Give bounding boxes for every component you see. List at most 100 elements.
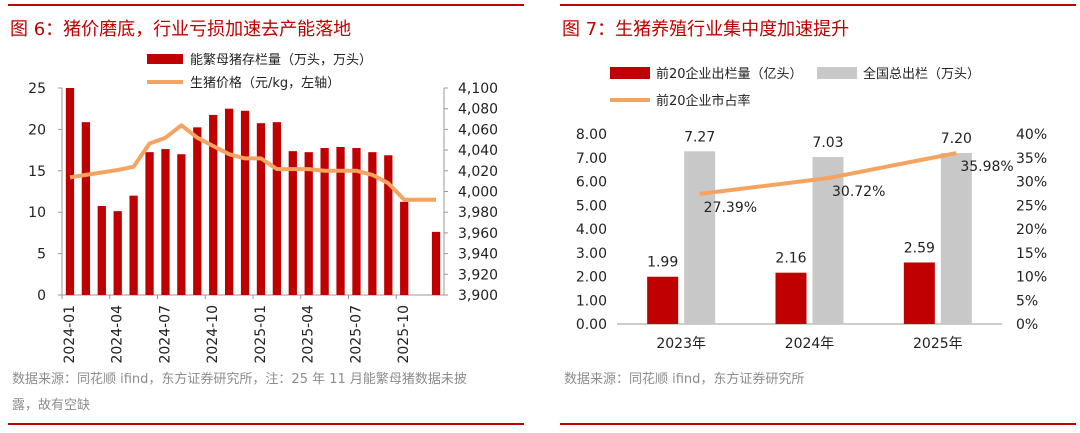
left-axis-tick-label: 15 [28,164,46,180]
x-axis-tick-label: 2024-01 [62,305,78,364]
right-axis-tick-label: 4,080 [458,102,498,118]
left-axis-tick-label: 2.00 [576,270,607,286]
left-axis-tick-label: 6.00 [576,175,607,191]
sow-inventory-bar [256,123,266,295]
legend-swatch-sow-inventory [147,54,183,64]
right-axis-tick-label: 30% [1016,175,1047,191]
right-axis-tick-label: 3,900 [458,288,498,304]
sow-inventory-bar [193,127,202,295]
right-axis-tick-label: 25% [1016,198,1047,214]
right-axis-tick-label: 4,040 [458,143,498,159]
sow-inventory-bar [304,152,313,295]
x-axis-tick-label: 2024-07 [157,305,173,364]
sow-inventory-bar [272,122,282,295]
left-source-line1: 数据来源：同花顺 ifind，东方证券研究所，注：25 年 11 月能繁母猪数据… [12,372,467,387]
sow-inventory-bar [368,152,377,295]
sow-inventory-bar [113,211,122,295]
sow-inventory-bar [240,110,250,296]
x-axis-category-label: 2024年 [785,336,835,352]
sow-inventory-bar [209,114,218,295]
right-chart-panel: 图 7：生猪养殖行业集中度加速提升 0.00 1.00 2.00 3.00 4.00 5.… [552,0,1080,433]
left-axis-tick-label: 0.00 [576,317,607,333]
right-axis-tick-label: 15% [1016,246,1047,262]
legend-swatch-top20-output [610,67,650,79]
sow-inventory-bar [400,201,409,295]
left-top-rule [8,4,524,6]
sow-inventory-bar [288,151,297,295]
sow-inventory-bar [352,148,361,295]
right-bottom-rule [560,423,1076,425]
national-output-bar [684,151,716,324]
right-chart-title: 图 7：生猪养殖行业集中度加速提升 [562,19,850,40]
market-share-data-label: 30.72% [832,184,885,200]
x-axis-category-label: 2025年 [913,336,963,352]
left-axis-tick-label: 25 [28,81,46,97]
left-bottom-rule [8,423,524,425]
left-axis-tick-label: 10 [28,205,46,221]
sow-inventory-bar [81,122,91,295]
left-axis-tick-label: 0 [37,288,46,304]
right-chart-svg: 0.00 1.00 2.00 3.00 4.00 5.00 6.00 7.00 8.00 0% 5%… [576,66,1047,352]
top20-output-bar [647,276,679,324]
right-axis-tick-label: 3,960 [458,226,498,242]
sow-inventory-bar [97,205,106,295]
sow-inventory-bar [129,195,138,295]
right-source-line1: 数据来源：同花顺 ifind，东方证券研究所 [564,372,805,387]
left-axis-tick-label: 8.00 [576,127,607,143]
right-axis-tick-label: 4,100 [458,81,498,97]
right-axis-tick-label: 10% [1016,270,1047,286]
left-axis-tick-label: 5.00 [576,198,607,214]
left-chart-title: 图 6：猪价磨底，行业亏损加速去产能落地 [10,19,352,40]
market-share-data-label: 35.98% [960,159,1013,175]
top20-output-bar [903,262,935,324]
left-axis-tick-label: 4.00 [576,222,607,238]
right-axis-tick-label: 3,940 [458,247,498,263]
x-axis-tick-label: 2024-04 [110,305,126,364]
left-axis-tick-label: 5 [37,247,46,263]
left-axis-tick-label: 3.00 [576,246,607,262]
x-axis-tick-label: 2024-10 [205,305,221,364]
sow-inventory-bar [145,152,154,295]
right-axis-tick-label: 3,920 [458,267,498,283]
legend-label-national-output: 全国总出栏（万头） [863,66,980,82]
market-share-line [699,151,957,196]
top20-output-bar [775,272,807,324]
national-output-data-label: 7.27 [684,129,715,145]
left-axis-tick-label: 20 [28,122,46,138]
x-axis-tick-label: 2025-07 [348,305,364,364]
legend-label-sow-inventory: 能繁母猪存栏量（万头，万头） [190,52,372,68]
sow-inventory-bar [320,148,329,295]
sow-inventory-bar [65,88,75,295]
x-axis-category-label: 2023年 [656,336,706,352]
national-output-bar [940,153,972,324]
left-chart-svg: 0 5 10 15 20 25 3,900 3,920 3,940 3,960 3,980 4,000… [28,52,498,364]
top20-output-data-label: 1.99 [647,255,678,271]
x-axis-tick-label: 2025-01 [253,305,269,364]
national-output-data-label: 7.20 [941,131,972,147]
market-share-data-label: 27.39% [704,200,757,216]
left-source-line2: 露，故有空缺 [12,398,91,413]
right-axis-tick-label: 0% [1016,317,1038,333]
sow-inventory-bar [161,149,170,295]
sow-inventory-bar [384,155,393,295]
right-axis-tick-label: 20% [1016,222,1047,238]
right-axis-tick-label: 5% [1016,293,1038,309]
left-axis-tick-label: 7.00 [576,151,607,167]
x-axis-tick-label: 2025-04 [301,305,317,364]
legend-label-top20-output: 前20企业出栏量（亿头） [656,66,803,82]
legend-label-hog-price: 生猪价格（元/kg，左轴） [190,75,340,91]
national-output-bar [812,157,844,324]
right-axis-tick-label: 40% [1016,127,1047,143]
x-axis-tick-label: 2025-10 [396,305,412,364]
right-axis-tick-label: 3,980 [458,205,498,221]
right-axis-tick-label: 35% [1016,151,1047,167]
sow-inventory-bar [177,154,186,295]
left-chart-panel: 图 6：猪价磨底，行业亏损加速去产能落地 0 5 10 15 20 25 3,900 3,92… [0,0,528,433]
right-axis-tick-label: 4,020 [458,164,498,180]
top20-output-data-label: 2.16 [775,251,806,267]
right-top-rule [560,4,1076,6]
legend-label-market-share: 前20企业市占率 [656,93,751,109]
sow-inventory-bar [224,108,234,295]
sow-inventory-bar [431,231,441,295]
left-axis-tick-label: 1.00 [576,293,607,309]
